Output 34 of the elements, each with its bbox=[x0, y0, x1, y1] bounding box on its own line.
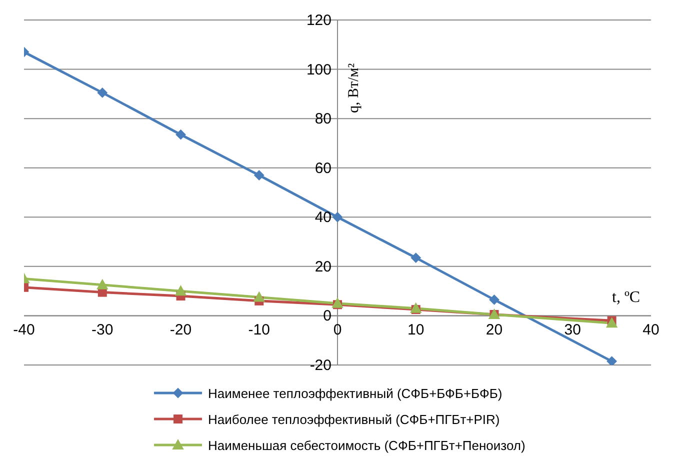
point bbox=[254, 170, 264, 180]
x-axis-title: t, ºC bbox=[612, 288, 640, 307]
x-tick-label: 30 bbox=[564, 322, 581, 339]
point bbox=[332, 212, 343, 222]
x-tick-label: -10 bbox=[248, 322, 270, 339]
y-axis-title: q, Вт/м² bbox=[346, 62, 362, 113]
x-tick-label: 40 bbox=[642, 322, 660, 339]
point bbox=[176, 130, 186, 140]
y-tick-label: 120 bbox=[306, 12, 332, 29]
x-tick-label: -20 bbox=[170, 322, 192, 339]
point bbox=[254, 292, 265, 302]
y-tick-label: 60 bbox=[314, 160, 332, 177]
legend-label: Наименее теплоэффективный (СФБ+БФБ+БФБ) bbox=[208, 386, 502, 400]
y-tick-label: 20 bbox=[314, 258, 332, 276]
point bbox=[489, 294, 500, 305]
point bbox=[410, 252, 421, 263]
x-tick-label: -30 bbox=[92, 322, 114, 339]
y-tick-label: -20 bbox=[310, 357, 332, 374]
legend-label: Наименьшая себестоимость (СФБ+ПГБт+Пеноизол) bbox=[208, 438, 526, 452]
y-tick-label: 80 bbox=[314, 110, 332, 128]
x-tick-label: -40 bbox=[13, 322, 35, 339]
point bbox=[175, 286, 186, 296]
point bbox=[97, 88, 108, 98]
y-tick-label: 40 bbox=[314, 209, 332, 226]
point bbox=[606, 356, 617, 365]
x-tick-label: 20 bbox=[486, 322, 503, 339]
point bbox=[96, 279, 108, 290]
point bbox=[410, 302, 422, 313]
x-tick-label: 10 bbox=[408, 322, 424, 339]
y-tick-label: 0 bbox=[323, 308, 332, 325]
point bbox=[332, 298, 344, 308]
legend-label: Наиболее теплоэффективный (СФБ+ПГБт+PIR) bbox=[208, 412, 500, 426]
point bbox=[606, 318, 618, 328]
y-tick-label: 100 bbox=[306, 61, 332, 78]
